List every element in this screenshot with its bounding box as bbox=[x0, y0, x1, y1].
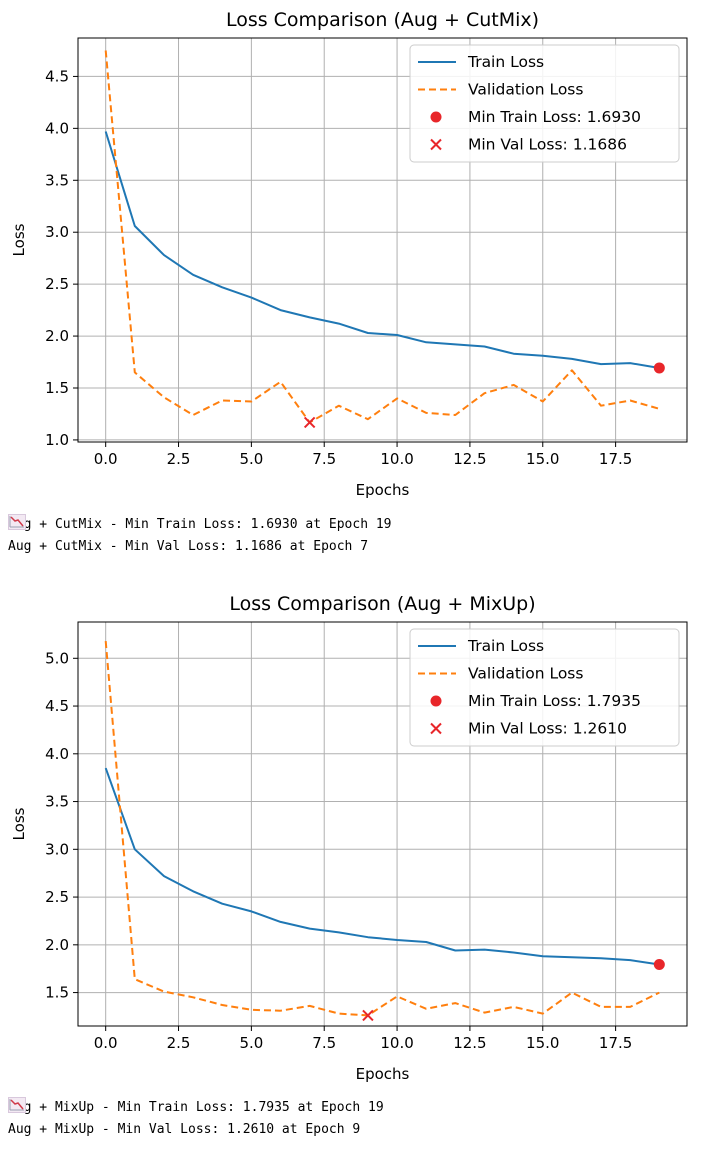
y-axis-label: Loss bbox=[10, 807, 28, 840]
x-tick-label: 10.0 bbox=[380, 1034, 413, 1052]
x-tick-label: 7.5 bbox=[312, 450, 336, 468]
output-text: Aug + CutMix - Min Val Loss: 1.1686 at E… bbox=[8, 539, 369, 554]
loss-chart: 0.0 2.5 5.0 7.5 10.0 12.5 15.0 17.5 1.0 1.5 2.0 2.5… bbox=[10, 9, 688, 499]
x-tick-label: 10.0 bbox=[380, 450, 413, 468]
y-tick-label: 3.0 bbox=[45, 840, 69, 858]
legend-label: Train Loss bbox=[467, 637, 544, 655]
legend-swatch-min-train bbox=[430, 695, 442, 707]
legend-box bbox=[409, 44, 680, 163]
plot-frame bbox=[77, 37, 688, 443]
legend-swatch-min-train bbox=[430, 111, 442, 123]
y-axis-label: Loss bbox=[10, 223, 28, 256]
min-val-marker bbox=[362, 1009, 374, 1022]
output-block-cutmix: Aug + CutMix - Min Train Loss: 1.6930 at… bbox=[8, 514, 708, 558]
series-line-train bbox=[104, 767, 660, 966]
legend-label: Train Loss bbox=[467, 53, 544, 71]
y-tick-label: 1.5 bbox=[45, 984, 69, 1002]
legend: Train Loss Validation Loss Min Train Loss:… bbox=[409, 628, 680, 747]
x-tick-label: 5.0 bbox=[239, 450, 263, 468]
x-tick-label: 0.0 bbox=[94, 450, 118, 468]
chart-panel-cutmix: 0.0 2.5 5.0 7.5 10.0 12.5 15.0 17.5 1.0 1.5 2.0 2.5… bbox=[0, 0, 714, 510]
y-tick-label: 1.0 bbox=[45, 431, 69, 449]
chart-decreasing-icon bbox=[8, 514, 26, 530]
x-tick-label: 7.5 bbox=[312, 1034, 336, 1052]
legend-label: Validation Loss bbox=[468, 81, 583, 99]
x-axis-label: Epochs bbox=[356, 1065, 410, 1083]
y-tick-label: 4.0 bbox=[45, 745, 69, 763]
legend: Train Loss Validation Loss Min Train Loss:… bbox=[409, 44, 680, 163]
min-val-marker bbox=[303, 416, 316, 429]
x-tick-label: 0.0 bbox=[94, 1034, 118, 1052]
y-tick-label: 4.5 bbox=[45, 697, 69, 715]
x-axis-label: Epochs bbox=[356, 481, 410, 499]
x-tick-label: 2.5 bbox=[167, 450, 191, 468]
x-tick-label: 17.5 bbox=[599, 1034, 632, 1052]
output-line: Aug + CutMix - Min Val Loss: 1.1686 at E… bbox=[8, 514, 708, 558]
output-block-mixup: Aug + MixUp - Min Train Loss: 1.7935 at … bbox=[8, 1097, 708, 1141]
loss-chart: 0.0 2.5 5.0 7.5 10.0 12.5 15.0 17.5 1.5 2.0 2.5 3.0… bbox=[10, 593, 688, 1083]
output-line: Aug + CutMix - Min Train Loss: 1.6930 at… bbox=[8, 514, 708, 536]
output-text: Aug + CutMix - Min Train Loss: 1.6930 at… bbox=[8, 517, 392, 532]
legend-box bbox=[409, 628, 680, 747]
chart-title: Loss Comparison (Aug + MixUp) bbox=[229, 593, 535, 615]
legend-label: Min Val Loss: 1.1686 bbox=[468, 136, 627, 154]
x-tick-label: 17.5 bbox=[599, 450, 632, 468]
legend-label: Min Train Loss: 1.7935 bbox=[468, 692, 641, 710]
legend-label: Min Train Loss: 1.6930 bbox=[468, 108, 641, 126]
y-tick-label: 3.5 bbox=[45, 171, 69, 189]
legend-swatch-min-val bbox=[430, 138, 442, 151]
output-text: Aug + MixUp - Min Train Loss: 1.7935 at … bbox=[8, 1100, 384, 1115]
y-tick-label: 5.0 bbox=[45, 649, 69, 667]
y-tick-label: 4.5 bbox=[45, 67, 69, 85]
series-line-validation bbox=[104, 50, 660, 424]
y-tick-label: 2.5 bbox=[45, 888, 69, 906]
x-tick-label: 2.5 bbox=[167, 1034, 191, 1052]
legend-swatch-min-val bbox=[430, 722, 442, 735]
x-tick-label: 12.5 bbox=[453, 1034, 486, 1052]
legend-label: Min Val Loss: 1.2610 bbox=[468, 720, 627, 738]
series-line-validation bbox=[104, 641, 660, 1017]
y-tick-label: 2.5 bbox=[45, 275, 69, 293]
min-train-marker bbox=[653, 362, 665, 374]
chart-decreasing-icon bbox=[8, 1097, 26, 1113]
y-tick-label: 2.0 bbox=[45, 327, 69, 345]
plot-frame bbox=[77, 621, 688, 1027]
y-tick-label: 2.0 bbox=[45, 936, 69, 954]
x-tick-label: 12.5 bbox=[453, 450, 486, 468]
y-tick-label: 3.5 bbox=[45, 793, 69, 811]
x-tick-label: 5.0 bbox=[239, 1034, 263, 1052]
legend-label: Validation Loss bbox=[468, 665, 583, 683]
chart-title: Loss Comparison (Aug + CutMix) bbox=[226, 9, 539, 31]
output-line: Aug + MixUp - Min Train Loss: 1.7935 at … bbox=[8, 1097, 708, 1119]
x-tick-label: 15.0 bbox=[526, 1034, 559, 1052]
series-line-train bbox=[104, 131, 660, 369]
output-line: Aug + MixUp - Min Val Loss: 1.2610 at Ep… bbox=[8, 1097, 708, 1141]
y-tick-label: 3.0 bbox=[45, 223, 69, 241]
y-tick-label: 1.5 bbox=[45, 379, 69, 397]
chart-panel-mixup: 0.0 2.5 5.0 7.5 10.0 12.5 15.0 17.5 1.5 2.0 2.5 3.0… bbox=[0, 584, 714, 1094]
x-tick-label: 15.0 bbox=[526, 450, 559, 468]
min-train-marker bbox=[653, 959, 665, 971]
y-tick-label: 4.0 bbox=[45, 119, 69, 137]
output-text: Aug + MixUp - Min Val Loss: 1.2610 at Ep… bbox=[8, 1122, 361, 1137]
